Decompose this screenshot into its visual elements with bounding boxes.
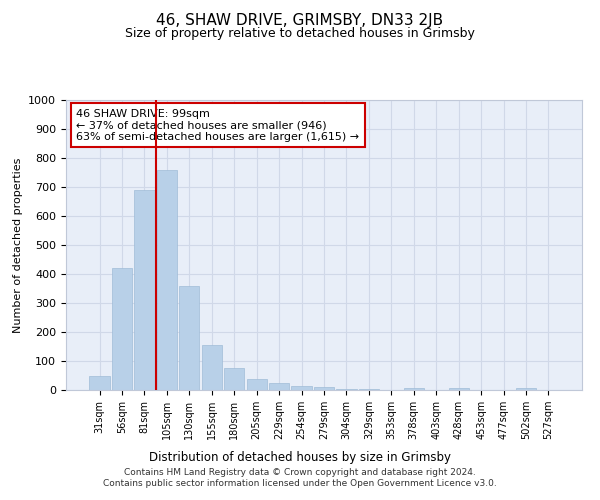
Bar xyxy=(112,268,132,390)
Text: Contains HM Land Registry data © Crown copyright and database right 2024.
Contai: Contains HM Land Registry data © Crown c… xyxy=(103,468,497,487)
Text: 46, SHAW DRIVE, GRIMSBY, DN33 2JB: 46, SHAW DRIVE, GRIMSBY, DN33 2JB xyxy=(157,12,443,28)
Bar xyxy=(247,379,267,390)
Bar xyxy=(404,388,424,390)
Bar xyxy=(449,388,469,390)
Bar xyxy=(89,376,110,390)
Bar xyxy=(269,383,289,390)
Bar xyxy=(292,386,311,390)
Bar xyxy=(314,387,334,390)
Bar xyxy=(134,190,155,390)
Y-axis label: Number of detached properties: Number of detached properties xyxy=(13,158,23,332)
Bar xyxy=(224,368,244,390)
Bar xyxy=(179,286,199,390)
Bar xyxy=(337,388,356,390)
Bar xyxy=(359,388,379,390)
Text: 46 SHAW DRIVE: 99sqm
← 37% of detached houses are smaller (946)
63% of semi-deta: 46 SHAW DRIVE: 99sqm ← 37% of detached h… xyxy=(76,108,359,142)
Text: Size of property relative to detached houses in Grimsby: Size of property relative to detached ho… xyxy=(125,28,475,40)
Bar xyxy=(516,388,536,390)
Bar xyxy=(202,345,222,390)
Text: Distribution of detached houses by size in Grimsby: Distribution of detached houses by size … xyxy=(149,451,451,464)
Bar xyxy=(157,170,177,390)
